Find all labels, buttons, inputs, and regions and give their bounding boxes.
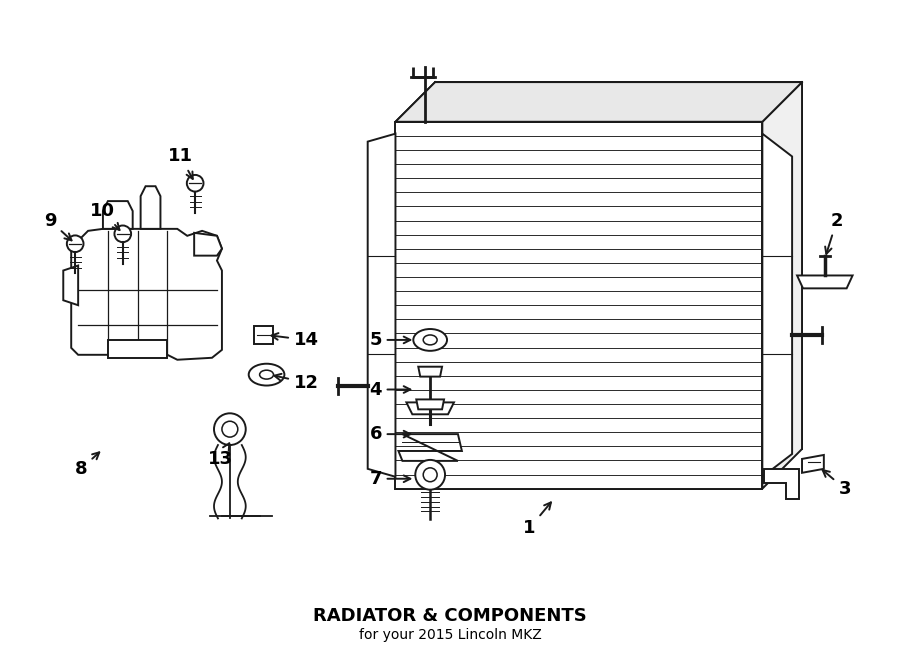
- Text: 13: 13: [207, 444, 232, 468]
- Ellipse shape: [413, 329, 447, 351]
- Polygon shape: [417, 399, 444, 409]
- Text: 3: 3: [823, 470, 850, 498]
- Text: 11: 11: [167, 148, 193, 179]
- Polygon shape: [103, 201, 132, 229]
- Text: 14: 14: [272, 331, 319, 349]
- Polygon shape: [797, 275, 852, 289]
- Text: 2: 2: [825, 212, 843, 254]
- FancyBboxPatch shape: [108, 340, 167, 357]
- Circle shape: [187, 175, 203, 191]
- Text: 5: 5: [369, 331, 410, 349]
- Polygon shape: [762, 82, 802, 489]
- Polygon shape: [71, 229, 222, 359]
- Polygon shape: [762, 134, 792, 477]
- Circle shape: [67, 236, 84, 252]
- Circle shape: [415, 460, 445, 490]
- Circle shape: [114, 226, 131, 242]
- FancyBboxPatch shape: [254, 326, 274, 344]
- Text: 6: 6: [369, 425, 410, 443]
- Polygon shape: [802, 455, 824, 473]
- Text: 9: 9: [44, 212, 71, 240]
- Circle shape: [214, 413, 246, 445]
- Polygon shape: [395, 82, 802, 122]
- Ellipse shape: [423, 335, 437, 345]
- Circle shape: [222, 421, 238, 437]
- Text: 12: 12: [274, 373, 319, 391]
- Text: 4: 4: [369, 381, 410, 399]
- Polygon shape: [194, 233, 222, 256]
- Text: 10: 10: [90, 202, 120, 230]
- Circle shape: [423, 468, 437, 482]
- Ellipse shape: [248, 363, 284, 385]
- Polygon shape: [63, 265, 78, 305]
- Text: 8: 8: [75, 452, 99, 478]
- Polygon shape: [140, 186, 160, 229]
- Text: 1: 1: [523, 502, 551, 538]
- Polygon shape: [407, 402, 454, 414]
- Polygon shape: [368, 134, 395, 477]
- Polygon shape: [395, 122, 762, 489]
- Text: 7: 7: [369, 470, 410, 488]
- Text: for your 2015 Lincoln MKZ: for your 2015 Lincoln MKZ: [358, 628, 542, 642]
- Polygon shape: [399, 434, 462, 461]
- Polygon shape: [418, 367, 442, 377]
- Text: RADIATOR & COMPONENTS: RADIATOR & COMPONENTS: [313, 606, 587, 624]
- Polygon shape: [764, 469, 799, 498]
- Ellipse shape: [259, 370, 274, 379]
